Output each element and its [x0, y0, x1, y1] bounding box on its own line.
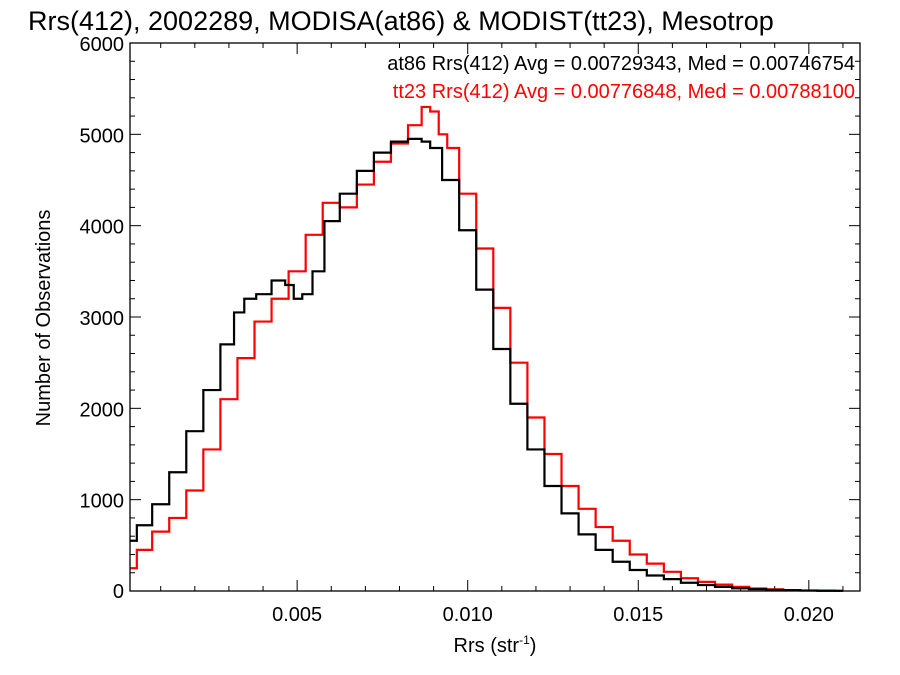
legend-entry-at86: at86 Rrs(412) Avg = 0.00729343, Med = 0.…: [387, 53, 855, 75]
y-tick-label: 2000: [80, 399, 125, 421]
legend-entry-tt23: tt23 Rrs(412) Avg = 0.00776848, Med = 0.…: [393, 81, 855, 103]
chart-title: Rrs(412), 2002289, MODISA(at86) & MODIST…: [28, 6, 774, 36]
y-axis-label: Number of Observations: [33, 210, 55, 427]
x-tick-label: 0.005: [272, 604, 322, 626]
y-tick-label: 0: [113, 581, 124, 603]
y-tick-label: 1000: [80, 491, 125, 513]
x-tick-label: 0.010: [443, 604, 493, 626]
y-tick-label: 4000: [80, 217, 125, 239]
x-axis-label: Rrs (str-1): [454, 633, 537, 657]
y-tick-label: 5000: [80, 125, 125, 147]
x-tick-label: 0.020: [784, 604, 834, 626]
y-tick-label: 3000: [80, 308, 125, 330]
series-at86-line: [130, 137, 843, 592]
y-tick-label: 6000: [80, 34, 125, 56]
series-tt23-line: [130, 105, 843, 592]
plot-frame: [129, 42, 861, 592]
x-tick-label: 0.015: [613, 604, 663, 626]
